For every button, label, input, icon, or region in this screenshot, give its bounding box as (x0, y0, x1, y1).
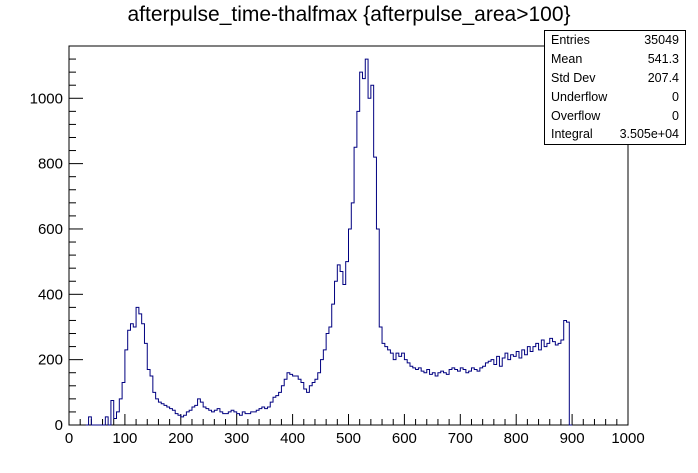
stats-row-underflow: Underflow 0 (551, 90, 679, 108)
chart-title: afterpulse_time-thalfmax {afterpulse_are… (127, 3, 571, 26)
y-tick-label: 200 (38, 352, 63, 369)
x-tick-label: 1000 (611, 430, 644, 447)
y-tick-label: 800 (38, 156, 63, 173)
x-axis: 0 100 200 300 400 500 600 700 800 900 1000 (65, 414, 645, 447)
stats-value: 207.4 (647, 71, 679, 85)
y-tick-label: 0 (55, 417, 63, 434)
histogram-line (85, 58, 573, 426)
stats-box: Entries 35049 Mean 541.3 Std Dev 207.4 U… (544, 30, 686, 145)
stats-value: 0 (672, 90, 679, 104)
x-tick-label: 400 (280, 430, 305, 447)
stats-value: 541.3 (647, 52, 679, 66)
stats-row-overflow: Overflow 0 (551, 109, 679, 127)
y-tick-label: 400 (38, 286, 63, 303)
x-tick-label: 600 (392, 430, 417, 447)
y-tick-label: 1000 (30, 90, 63, 107)
stats-label: Mean (551, 52, 583, 66)
x-tick-label: 100 (112, 430, 137, 447)
x-tick-label: 900 (560, 430, 585, 447)
stats-value: 35049 (644, 33, 679, 47)
x-tick-label: 700 (448, 430, 473, 447)
x-tick-label: 300 (224, 430, 249, 447)
y-axis: 0 200 400 600 800 1000 (30, 45, 83, 434)
x-tick-label: 500 (336, 430, 361, 447)
stats-row-integral: Integral 3.505e+04 (551, 127, 679, 145)
stats-value: 3.505e+04 (619, 127, 679, 141)
x-tick-label: 200 (168, 430, 193, 447)
stats-label: Integral (551, 127, 593, 141)
x-tick-label: 0 (65, 430, 73, 447)
stats-label: Overflow (551, 109, 601, 123)
stats-row-entries: Entries 35049 (551, 33, 679, 51)
stats-row-mean: Mean 541.3 (551, 52, 679, 70)
stats-label: Entries (551, 33, 590, 47)
stats-value: 0 (672, 109, 679, 123)
stats-label: Std Dev (551, 71, 596, 85)
stats-row-stddev: Std Dev 207.4 (551, 71, 679, 89)
x-tick-label: 800 (504, 430, 529, 447)
y-tick-label: 600 (38, 221, 63, 238)
stats-label: Underflow (551, 90, 608, 104)
